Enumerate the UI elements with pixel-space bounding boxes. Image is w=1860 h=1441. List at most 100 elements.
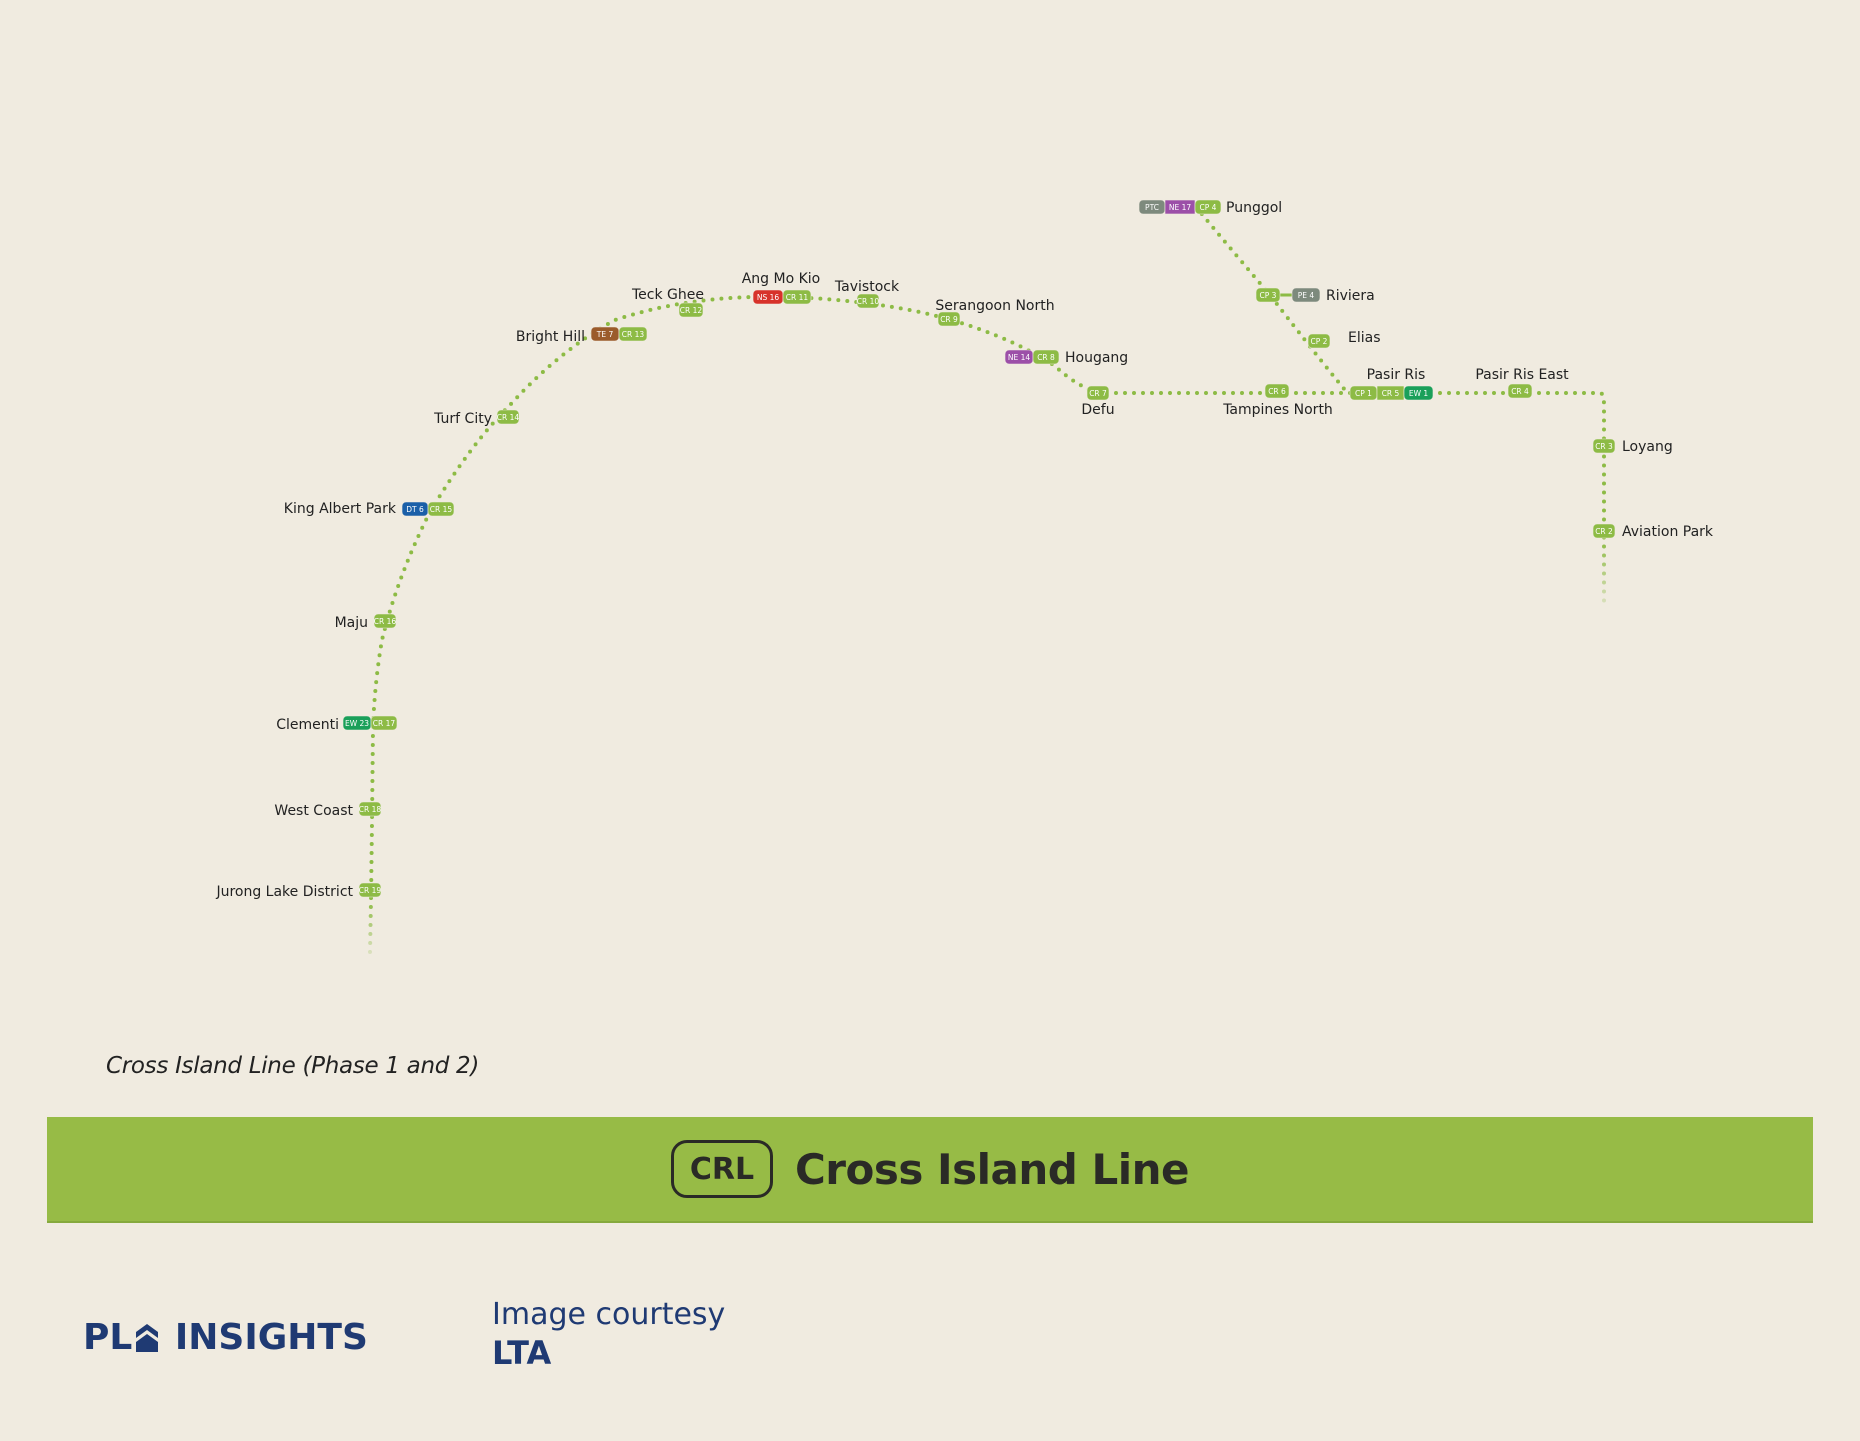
station-code-text: NE 14 — [1008, 353, 1031, 362]
station-marker-tavistock[interactable]: CR 10 — [856, 293, 880, 309]
logo-chevron-icon — [136, 1323, 159, 1352]
station-code-text: CR 19 — [359, 886, 382, 895]
station-code-text: CR 17 — [373, 719, 396, 728]
station-marker-loyang[interactable]: CR 3 — [1592, 438, 1616, 454]
station-label-elias: Elias — [1348, 330, 1381, 346]
logo-pl: PL — [83, 1317, 133, 1358]
station-marker-clementi[interactable]: EW 23 CR 17 — [342, 715, 398, 731]
station-label-maju: Maju — [335, 615, 368, 631]
station-code-badge — [782, 289, 812, 305]
station-marker-elias[interactable]: CP 2 — [1307, 333, 1331, 349]
station-marker-pasir-ris-east[interactable]: CR 4 — [1507, 383, 1533, 399]
station-label-serangoon-north: Serangoon North — [935, 298, 1054, 314]
station-label-pasir-ris: Pasir Ris — [1367, 367, 1426, 383]
station-code-badge — [1032, 349, 1060, 365]
station-code-badge — [373, 613, 397, 629]
station-code-text: CP 3 — [1260, 291, 1277, 300]
station-code-text: EW 23 — [345, 719, 369, 728]
station-marker-hougang[interactable]: NE 14 CR 8 — [1004, 349, 1060, 365]
station-marker-defu[interactable]: CR 7 — [1086, 385, 1110, 401]
station-code-text: EW 1 — [1409, 389, 1429, 398]
station-code-text: NS 16 — [757, 293, 780, 302]
station-code-text: PE 4 — [1298, 291, 1315, 300]
station-code-badge — [1592, 438, 1616, 454]
station-label-jurong-lake-district: Jurong Lake District — [215, 884, 353, 900]
station-marker-jurong-lake-district[interactable]: CR 19 — [358, 882, 382, 898]
line-banner: CRL Cross Island Line — [47, 1117, 1813, 1223]
station-code-badge — [358, 801, 382, 817]
station-code-text: CR 14 — [497, 413, 520, 422]
station-code-badge — [427, 501, 455, 517]
station-marker-teck-ghee[interactable]: CR 12 — [678, 302, 704, 318]
station-label-king-albert-park: King Albert Park — [284, 501, 397, 517]
station-code-text: CR 11 — [786, 293, 809, 302]
banner-title: Cross Island Line — [794, 1144, 1190, 1194]
station-label-tavistock: Tavistock — [834, 279, 900, 295]
station-code-badge — [1291, 287, 1321, 303]
station-code-text: CR 12 — [680, 306, 703, 315]
station-code-text: CR 16 — [374, 617, 397, 626]
route-fade — [364, 900, 376, 958]
station-label-pasir-ris-east: Pasir Ris East — [1475, 367, 1569, 383]
station-code-badge — [1592, 523, 1616, 539]
station-code-badge — [370, 715, 398, 731]
station-code-text: CR 4 — [1511, 387, 1529, 396]
station-marker-serangoon-north[interactable]: CR 9 — [937, 311, 961, 327]
station-label-defu: Defu — [1081, 402, 1114, 418]
station-label-loyang: Loyang — [1622, 439, 1673, 455]
station-labels: Punggol Riviera Elias Pasir Ris Pasir Ris Ea… — [215, 200, 1713, 900]
station-code-badge — [1086, 385, 1110, 401]
station-label-turf-city: Turf City — [433, 411, 492, 427]
station-code-badge — [1255, 287, 1281, 303]
station-code-badge — [1264, 383, 1290, 399]
logo-insights: INSIGHTS — [162, 1317, 368, 1358]
station-code-badge — [1307, 333, 1331, 349]
crl-line-map: PTC NE 17 CP 4 CP 3 PE 4 CP 2 CP 1 CR 5 EW 1 CR 4… — [215, 199, 1714, 958]
station-code-text: CR 13 — [622, 330, 645, 339]
station-marker-king-albert-park[interactable]: DT 6 CR 15 — [401, 501, 455, 517]
station-code-badge — [1507, 383, 1533, 399]
station-code-badge — [1403, 385, 1434, 401]
station-marker-tampines-north[interactable]: CR 6 — [1264, 383, 1290, 399]
station-label-aviation-park: Aviation Park — [1622, 524, 1714, 540]
station-code-text: PTC — [1145, 203, 1159, 212]
station-label-west-coast: West Coast — [274, 803, 353, 819]
station-label-ang-mo-kio: Ang Mo Kio — [742, 271, 821, 287]
crl-badge: CRL — [670, 1140, 773, 1198]
station-marker-west-coast[interactable]: CR 18 — [358, 801, 382, 817]
station-code-badge — [358, 882, 382, 898]
station-code-text: NE 17 — [1169, 203, 1192, 212]
route-fade — [1598, 540, 1610, 611]
image-courtesy: Image courtesy LTA — [492, 1297, 725, 1373]
station-code-badge — [937, 311, 961, 327]
station-code-badge — [678, 302, 704, 318]
station-marker-ang-mo-kio[interactable]: NS 16 CR 11 — [752, 289, 812, 305]
station-code-text: CR 15 — [430, 505, 453, 514]
station-marker-turf-city[interactable]: CR 14 — [496, 409, 520, 425]
station-code-text: CP 4 — [1200, 203, 1217, 212]
station-code-text: CR 9 — [940, 315, 958, 324]
station-marker-punggol[interactable]: PTC NE 17 CP 4 — [1138, 199, 1222, 215]
line-routes — [364, 205, 1610, 958]
station-code-text: CP 1 — [1355, 389, 1372, 398]
station-code-text: CR 7 — [1089, 389, 1107, 398]
station-label-hougang: Hougang — [1065, 350, 1128, 366]
station-code-text: CR 2 — [1595, 527, 1613, 536]
station-marker-bright-hill[interactable]: TE 7 CR 13 — [590, 326, 648, 342]
station-marker-pasir-ris[interactable]: CP 1 CR 5 EW 1 — [1349, 385, 1434, 401]
station-code-text: CR 5 — [1382, 389, 1400, 398]
station-label-clementi: Clementi — [276, 717, 339, 733]
station-code-text: CR 18 — [359, 805, 382, 814]
station-code-badge — [856, 293, 880, 309]
station-code-text: DT 6 — [406, 505, 424, 514]
station-code-badge — [496, 409, 520, 425]
station-label-teck-ghee: Teck Ghee — [631, 287, 704, 303]
station-marker-aviation-park[interactable]: CR 2 — [1592, 523, 1616, 539]
map-caption: Cross Island Line (Phase 1 and 2) — [106, 1053, 480, 1079]
station-code-text: CR 6 — [1268, 387, 1286, 396]
station-marker-maju[interactable]: CR 16 — [373, 613, 397, 629]
courtesy-source: LTA — [492, 1334, 552, 1372]
route-main-east — [1096, 391, 1606, 607]
station-marker-riviera[interactable]: CP 3 PE 4 — [1255, 287, 1321, 303]
courtesy-label: Image courtesy — [492, 1297, 726, 1332]
